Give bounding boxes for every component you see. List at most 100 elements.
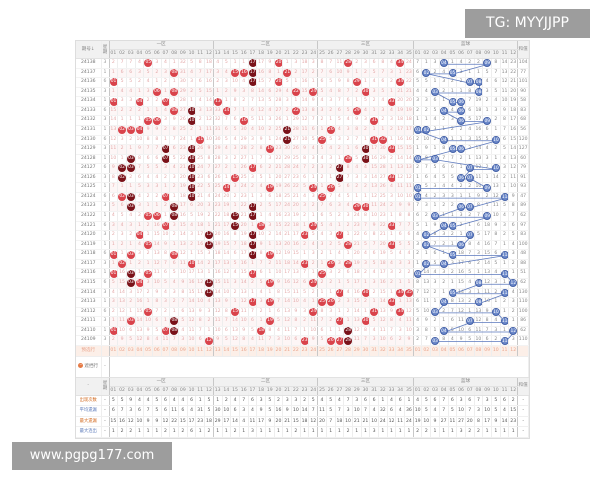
preselect-red-option[interactable]: 19 bbox=[265, 345, 275, 357]
preselect-red-option[interactable]: 16 bbox=[239, 345, 249, 357]
top-zone-header-2: 二区 bbox=[213, 41, 319, 50]
preselect-red-option[interactable]: 10 bbox=[187, 345, 197, 357]
blue-omission-cell: 3 bbox=[491, 278, 501, 289]
preselect-red-option[interactable]: 29 bbox=[352, 345, 362, 357]
preselect-blue-option[interactable]: 10 bbox=[491, 345, 501, 357]
preselect-red-option[interactable]: 23 bbox=[300, 345, 310, 357]
red-omission-cell: 6 bbox=[195, 335, 206, 346]
red-omission-cell: 07 bbox=[161, 144, 171, 155]
stat-value: 10 bbox=[222, 405, 232, 417]
red-omission-cell: 35 bbox=[404, 288, 414, 299]
preselect-red-option[interactable]: 35 bbox=[404, 345, 414, 357]
red-omission-cell: 2 bbox=[143, 288, 153, 299]
red-omission-cell: 1 bbox=[143, 230, 153, 241]
preselect-red-option[interactable]: 22 bbox=[291, 345, 301, 357]
mask-icon[interactable]: − bbox=[78, 362, 84, 368]
preselect-blue-option[interactable]: 02 bbox=[421, 345, 432, 357]
red-omission-cell: 7 bbox=[335, 96, 345, 107]
preselect-red-option[interactable]: 03 bbox=[126, 345, 136, 357]
red-omission-cell: 1 bbox=[161, 87, 171, 98]
period-cell: 24123 bbox=[76, 201, 102, 212]
preselect-blue-option[interactable]: 01 bbox=[413, 345, 423, 357]
blue-omission-cell: 07 bbox=[465, 77, 475, 88]
red-omission-cell: 13 bbox=[230, 326, 240, 337]
weekday-cell: 6 bbox=[101, 77, 110, 88]
draw-row: 24132 3 14 1 1 1 05 06 3 9 26 10 2 12 32 7 6 16 5 11 3 26 1 29 1… bbox=[76, 115, 530, 126]
preselect-red-option[interactable]: 04 bbox=[135, 345, 145, 357]
red-omission-cell: 1 bbox=[169, 192, 179, 203]
red-omission-cell: 8 bbox=[308, 106, 319, 117]
preselect-red-option[interactable]: 24 bbox=[308, 345, 319, 357]
preselect-red-option[interactable]: 11 bbox=[195, 345, 206, 357]
blue-omission-cell: 8 bbox=[448, 297, 458, 308]
stat-value: 3 bbox=[291, 395, 301, 407]
preselect-red-option[interactable]: 33 bbox=[387, 345, 397, 357]
preselect-blue-option[interactable]: 07 bbox=[465, 345, 475, 357]
red-omission-cell: 5 bbox=[335, 115, 345, 126]
preselect-red-option[interactable]: 05 bbox=[143, 345, 153, 357]
preselect-blue-option[interactable]: 03 bbox=[430, 345, 440, 357]
preselect-red-option[interactable]: 30 bbox=[361, 345, 371, 357]
red-omission-cell: 10 bbox=[204, 135, 214, 146]
preselect-red-option[interactable]: 32 bbox=[378, 345, 388, 357]
blue-omission-cell: 3 bbox=[448, 192, 458, 203]
red-omission-cell: 7 bbox=[143, 144, 153, 155]
preselect-red-option[interactable]: 31 bbox=[369, 345, 379, 357]
preselect-row[interactable]: 预选行 01 02 03 04 05 06 07 08 09 10 11 12 13 14 15 16 17 18 1… bbox=[76, 345, 530, 357]
preselect-blue-option[interactable]: 04 bbox=[439, 345, 449, 357]
preselect-red-option[interactable]: 25 bbox=[317, 345, 327, 357]
red-omission-cell: 3 bbox=[230, 278, 240, 289]
preselect-red-option[interactable]: 09 bbox=[178, 345, 188, 357]
mask-label-cell[interactable]: − 遮挡行 bbox=[76, 356, 102, 378]
red-omission-cell: 1 bbox=[213, 87, 223, 98]
preselect-red-option[interactable]: 17 bbox=[248, 345, 258, 357]
preselect-red-option[interactable]: 07 bbox=[161, 345, 171, 357]
preselect-red-option[interactable]: 12 bbox=[204, 345, 214, 357]
blue-omission-cell: 05 bbox=[448, 288, 458, 299]
preselect-red-option[interactable]: 01 bbox=[109, 345, 119, 357]
top-period-header[interactable]: 期号↓ bbox=[76, 41, 102, 59]
red-omission-cell: 2 bbox=[352, 87, 362, 98]
blue-omission-cell: 5 bbox=[421, 182, 432, 193]
preselect-red-option[interactable]: 20 bbox=[274, 345, 284, 357]
blue-omission-cell: 07 bbox=[465, 173, 475, 184]
red-omission-cell: 9 bbox=[152, 125, 162, 136]
preselect-red-option[interactable]: 06 bbox=[152, 345, 162, 357]
preselect-red-option[interactable]: 08 bbox=[169, 345, 179, 357]
preselect-blue-option[interactable]: 11 bbox=[500, 345, 510, 357]
red-omission-cell: 13 bbox=[213, 297, 223, 308]
preselect-blue-option[interactable]: 06 bbox=[456, 345, 466, 357]
preselect-red-option[interactable]: 13 bbox=[213, 345, 223, 357]
preselect-red-option[interactable]: 02 bbox=[117, 345, 127, 357]
preselect-label[interactable]: 预选行 bbox=[76, 345, 102, 357]
preselect-blue-option[interactable]: 05 bbox=[448, 345, 458, 357]
preselect-blue-option[interactable]: 09 bbox=[482, 345, 492, 357]
red-ball: 34 bbox=[396, 78, 404, 87]
red-omission-cell: 29 bbox=[274, 87, 284, 98]
red-ball: 31 bbox=[370, 135, 378, 144]
blue-omission-cell: 5 bbox=[500, 144, 510, 155]
blue-omission-cell: 2 bbox=[439, 307, 449, 318]
stat-value: 2 bbox=[178, 426, 188, 438]
blue-omission-cell: 10 bbox=[508, 182, 519, 193]
red-omission-cell: 17 bbox=[135, 288, 145, 299]
red-omission-cell: 6 bbox=[343, 96, 353, 107]
red-omission-cell: 2 bbox=[135, 259, 145, 270]
preselect-red-option[interactable]: 15 bbox=[230, 345, 240, 357]
preselect-red-option[interactable]: 27 bbox=[335, 345, 345, 357]
blue-omission-cell: 10 bbox=[482, 297, 492, 308]
preselect-red-option[interactable]: 18 bbox=[256, 345, 266, 357]
red-ball: 03 bbox=[126, 154, 135, 163]
red-omission-cell: 1 bbox=[317, 182, 327, 193]
blue-omission-cell: 2 bbox=[413, 163, 423, 174]
preselect-blue-option[interactable]: 12 bbox=[508, 345, 519, 357]
preselect-blue-option[interactable]: 08 bbox=[474, 345, 484, 357]
preselect-red-option[interactable]: 26 bbox=[326, 345, 336, 357]
preselect-red-option[interactable]: 21 bbox=[282, 345, 292, 357]
red-ball: 03 bbox=[126, 269, 135, 278]
preselect-red-option[interactable]: 28 bbox=[343, 345, 353, 357]
red-omission-cell: 2 bbox=[300, 316, 310, 327]
preselect-red-option[interactable]: 14 bbox=[222, 345, 232, 357]
preselect-red-option[interactable]: 34 bbox=[395, 345, 406, 357]
red-omission-cell: 29 bbox=[352, 201, 362, 212]
